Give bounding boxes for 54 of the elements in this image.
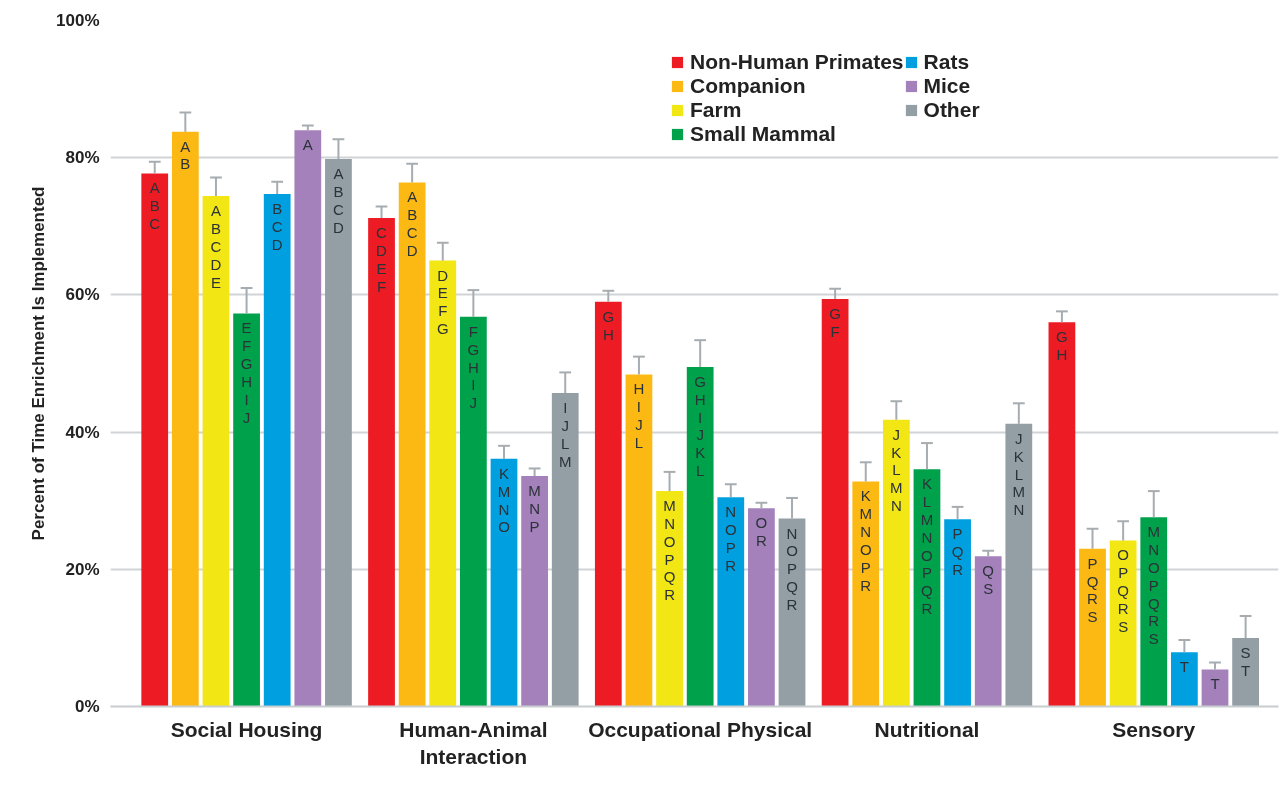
data-label: DEFG [436,266,449,338]
x-tick-label: Social Housing [170,717,323,741]
data-label: PQRS [1086,554,1099,626]
data-label: CDEF [376,224,388,295]
x-tick-label: Sensory [1112,717,1196,741]
data-label: A [302,136,313,154]
data-label: FGHIJ [467,322,480,412]
data-label: MNP [528,482,541,535]
legend-label: Farm [690,98,742,122]
data-label: NOPQR [786,524,798,613]
data-label: PQR [951,525,964,578]
data-label: OPQRS [1117,546,1129,635]
data-label: JKLMN [1012,429,1026,519]
data-label: T [1210,675,1220,693]
x-tick-label: Occupational Physical [588,717,813,741]
data-label: GH [602,307,615,343]
data-label: ABCD [333,165,345,236]
data-label: MNOPQR [663,497,676,604]
y-tick-label: 0% [74,697,100,716]
data-label: GH [1056,328,1068,364]
legend-label: Non-Human Primates [690,50,904,74]
x-tick-label: Nutritional [874,717,980,741]
data-label: JKLMN [890,425,903,515]
legend-label: Other [923,98,980,122]
y-tick-label: 40% [65,422,100,442]
data-label: GHIJKL [694,372,707,480]
legend-label: Rats [923,50,970,74]
legend-label: Mice [923,74,971,98]
data-label: NOPR [724,503,737,574]
data-label: ABCDE [210,202,222,291]
data-label: IJLM [558,399,572,470]
data-label: AB [180,137,191,173]
data-label: ST [1240,643,1251,679]
data-label: ABCD [406,188,418,259]
data-label: ABC [149,179,161,233]
y-tick-label: 20% [65,559,100,579]
data-label: KLMNOPQR [920,475,934,618]
x-tick-label: Human-Animal Interaction [399,717,548,769]
y-tick-label: 60% [65,285,100,305]
data-label: EFGHIJ [240,319,253,426]
y-tick-label: 80% [65,148,100,168]
y-axis-title: Percent of Time Enrichment Is Implemented [29,186,49,541]
data-label: T [1179,658,1189,676]
y-tick-label: 100% [56,11,100,30]
legend-label: Companion [690,74,806,98]
data-label: QS [982,562,995,598]
data-label: HIJL [633,380,645,452]
data-label: GF [829,305,841,340]
data-label: BCD [271,200,283,253]
data-label: KMNO [497,464,511,536]
data-label: MNOPQRS [1147,523,1161,648]
data-label: OR [755,514,768,550]
data-label: KMNOPR [859,487,872,594]
legend-label: Small Mammal [690,122,836,146]
